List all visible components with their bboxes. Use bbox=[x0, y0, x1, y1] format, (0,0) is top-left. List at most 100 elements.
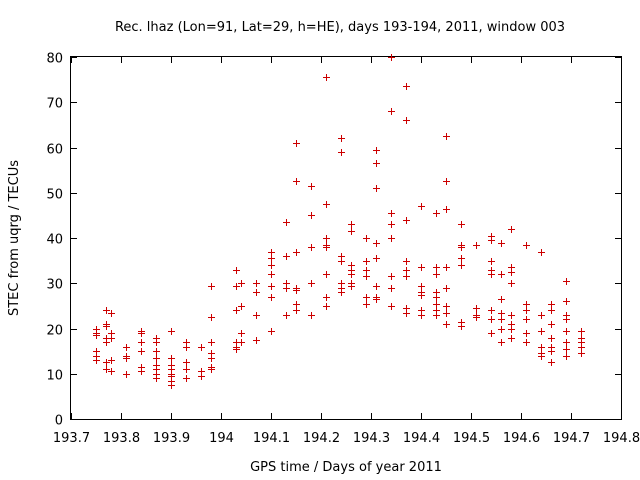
data-point bbox=[473, 242, 480, 249]
data-point bbox=[388, 285, 395, 292]
x-tick-label: 194.6 bbox=[503, 431, 540, 446]
data-point bbox=[348, 283, 355, 290]
data-point bbox=[308, 312, 315, 319]
x-tick-label: 194.8 bbox=[603, 431, 640, 446]
data-point bbox=[488, 237, 495, 244]
data-point bbox=[283, 219, 290, 226]
data-point bbox=[498, 310, 505, 317]
data-point bbox=[93, 357, 100, 364]
x-tick-label: 194.4 bbox=[403, 431, 440, 446]
data-point bbox=[168, 355, 175, 362]
data-point bbox=[268, 262, 275, 269]
data-point bbox=[403, 83, 410, 90]
data-point bbox=[488, 307, 495, 314]
data-point bbox=[433, 312, 440, 319]
data-point bbox=[103, 307, 110, 314]
data-point bbox=[363, 267, 370, 274]
data-point bbox=[363, 294, 370, 301]
data-point bbox=[388, 54, 395, 61]
data-point bbox=[563, 316, 570, 323]
data-point bbox=[108, 357, 115, 364]
data-point bbox=[123, 371, 130, 378]
data-point bbox=[388, 108, 395, 115]
data-point bbox=[388, 210, 395, 217]
data-point bbox=[373, 255, 380, 262]
data-point bbox=[208, 314, 215, 321]
data-point bbox=[208, 366, 215, 373]
data-point bbox=[153, 355, 160, 362]
data-point bbox=[403, 273, 410, 280]
data-point bbox=[123, 355, 130, 362]
data-point bbox=[578, 350, 585, 357]
data-point bbox=[268, 294, 275, 301]
data-point bbox=[443, 178, 450, 185]
data-point bbox=[268, 271, 275, 278]
data-point bbox=[538, 312, 545, 319]
data-point bbox=[233, 307, 240, 314]
data-point bbox=[363, 258, 370, 265]
data-point bbox=[183, 359, 190, 366]
data-point bbox=[403, 267, 410, 274]
data-point bbox=[293, 287, 300, 294]
data-point bbox=[233, 346, 240, 353]
data-point bbox=[168, 328, 175, 335]
data-point bbox=[498, 271, 505, 278]
x-axis-label: GPS time / Days of year 2011 bbox=[250, 460, 442, 475]
data-point bbox=[293, 140, 300, 147]
data-point bbox=[198, 344, 205, 351]
data-point bbox=[168, 382, 175, 389]
data-point bbox=[183, 344, 190, 351]
data-point bbox=[403, 117, 410, 124]
data-point bbox=[268, 255, 275, 262]
data-point bbox=[523, 316, 530, 323]
data-point bbox=[443, 206, 450, 213]
data-point bbox=[523, 307, 530, 314]
y-tick-label: 50 bbox=[46, 188, 63, 203]
y-tick-label: 20 bbox=[46, 324, 63, 339]
y-axis-label: STEC from uqrg / TECUs bbox=[7, 160, 22, 316]
data-point bbox=[508, 326, 515, 333]
data-point bbox=[138, 330, 145, 337]
data-point bbox=[138, 339, 145, 346]
data-point bbox=[293, 178, 300, 185]
data-point bbox=[443, 133, 450, 140]
data-point bbox=[548, 321, 555, 328]
data-point bbox=[363, 235, 370, 242]
data-point bbox=[418, 283, 425, 290]
data-point bbox=[498, 316, 505, 323]
data-point bbox=[108, 335, 115, 342]
data-point bbox=[443, 264, 450, 271]
data-point bbox=[373, 240, 380, 247]
data-point bbox=[308, 183, 315, 190]
data-point bbox=[403, 258, 410, 265]
data-point bbox=[473, 314, 480, 321]
y-tick-label: 30 bbox=[46, 278, 63, 293]
data-point bbox=[363, 301, 370, 308]
data-point bbox=[138, 368, 145, 375]
data-point bbox=[323, 244, 330, 251]
data-point bbox=[153, 348, 160, 355]
data-point bbox=[433, 301, 440, 308]
data-point bbox=[508, 335, 515, 342]
data-point bbox=[183, 375, 190, 382]
x-tick-label: 193.7 bbox=[53, 431, 90, 446]
data-point bbox=[538, 344, 545, 351]
x-tick-label: 194 bbox=[209, 431, 234, 446]
data-point bbox=[198, 373, 205, 380]
x-axis: 193.7 193.8 193.9 194 194.1 194.2 194.3 194.4 19… bbox=[53, 57, 640, 446]
y-tick-label: 10 bbox=[46, 369, 63, 384]
data-point bbox=[388, 221, 395, 228]
y-tick-label: 80 bbox=[46, 52, 63, 67]
data-point bbox=[488, 271, 495, 278]
data-point bbox=[268, 328, 275, 335]
data-point bbox=[253, 280, 260, 287]
y-tick-label: 0 bbox=[55, 414, 63, 429]
data-point bbox=[233, 283, 240, 290]
data-point bbox=[373, 160, 380, 167]
data-point bbox=[123, 344, 130, 351]
data-point bbox=[103, 366, 110, 373]
data-point bbox=[208, 355, 215, 362]
data-point bbox=[498, 326, 505, 333]
data-point bbox=[563, 278, 570, 285]
data-point bbox=[488, 316, 495, 323]
